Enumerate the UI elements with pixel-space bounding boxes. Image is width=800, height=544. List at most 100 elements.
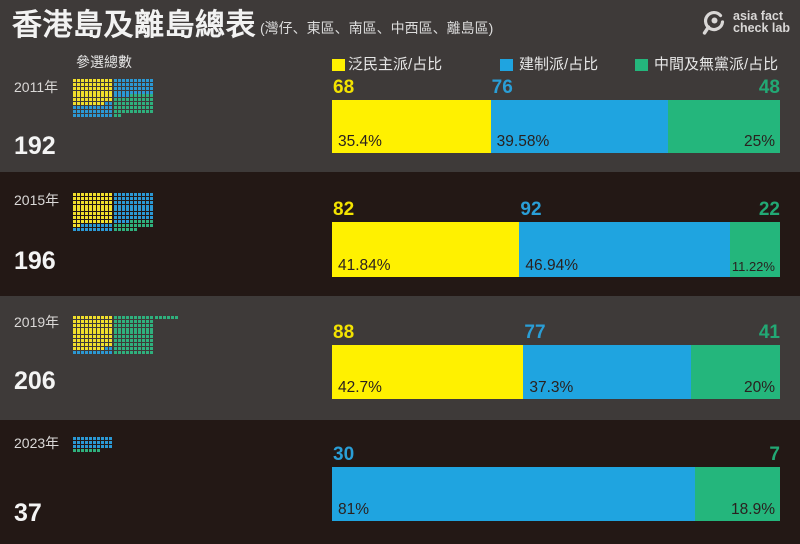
dot-pan (77, 331, 80, 335)
dot-est (77, 444, 80, 448)
bar-segment-pan-democrat: 82 41.84% (332, 200, 520, 277)
dot-est (150, 208, 153, 212)
dot-pan (73, 339, 76, 343)
dot-mid (73, 448, 76, 452)
dot-mid (130, 335, 133, 339)
dot-pan (93, 204, 96, 208)
dot-pan (97, 94, 100, 98)
dot-est (142, 216, 145, 220)
dot-pan (93, 98, 96, 102)
stacked-bar-2019: 88 42.7% 77 37.3% 41 20% (332, 323, 780, 399)
dot-mid (126, 223, 129, 227)
dot-est (89, 223, 92, 227)
dot-mid (126, 227, 129, 231)
dot-pan (89, 346, 92, 350)
dot-mid (150, 98, 153, 102)
dot-mid (114, 223, 117, 227)
dot-pan (105, 200, 108, 204)
dot-est (146, 193, 149, 196)
dot-pan (73, 204, 76, 208)
dot-pan (77, 216, 80, 220)
dot-mid (114, 102, 117, 106)
dot-mid (114, 327, 117, 331)
dot-mid (142, 335, 145, 339)
dot-pan (105, 219, 108, 223)
dot-mid (122, 335, 125, 339)
dot-pan (85, 335, 88, 339)
dot-pan (93, 216, 96, 220)
dot-mid (142, 105, 145, 109)
dot-pan (81, 316, 84, 319)
dot-est (126, 212, 129, 216)
dot-pan (81, 346, 84, 350)
dot-mid (138, 319, 141, 323)
dot-pan (81, 208, 84, 212)
dot-pan (85, 319, 88, 323)
dot-est (126, 219, 129, 223)
dot-mid (146, 316, 149, 319)
dot-est (118, 79, 121, 82)
dot-pan (85, 342, 88, 346)
dot-est (138, 86, 141, 90)
dot-mid (130, 346, 133, 350)
dot-mid (138, 223, 141, 227)
dot-pan (77, 223, 80, 227)
segment-count: 76 (491, 77, 513, 98)
dot-mid (118, 102, 121, 106)
dot-est (118, 200, 121, 204)
dot-pan (109, 196, 112, 200)
dot-est (77, 227, 80, 231)
dot-mid (114, 109, 117, 113)
dot-pan (101, 79, 104, 82)
dot-pan (105, 79, 108, 82)
dot-est (109, 350, 112, 354)
segment-count: 92 (520, 199, 542, 220)
dot-est (101, 227, 104, 231)
dot-pan (97, 327, 100, 331)
dot-mid (138, 219, 141, 223)
dot-pan (105, 319, 108, 323)
dot-est (97, 440, 100, 444)
dot-mid (118, 339, 121, 343)
dot-est (134, 196, 137, 200)
dot-est (101, 444, 104, 448)
dot-est (134, 79, 137, 82)
dot-pan (109, 342, 112, 346)
dot-pan (73, 316, 76, 319)
dot-mid (126, 335, 129, 339)
dot-est (114, 204, 117, 208)
dot-pan (93, 102, 96, 106)
dot-est (93, 223, 96, 227)
dot-est (101, 105, 104, 109)
dot-mid (118, 342, 121, 346)
dot-est (130, 216, 133, 220)
dot-est (109, 102, 112, 106)
dot-pan (85, 216, 88, 220)
dot-mid (126, 327, 129, 331)
dot-pan (93, 331, 96, 335)
dot-mid (163, 316, 166, 319)
dot-pan (89, 327, 92, 331)
dot-pan (89, 208, 92, 212)
row-total-2023: 37 (14, 499, 42, 527)
dot-mid (150, 339, 153, 343)
dot-est (126, 204, 129, 208)
dot-est (126, 216, 129, 220)
dot-mid (171, 316, 174, 319)
dot-est (118, 90, 121, 94)
dot-mid (118, 346, 121, 350)
segment-percent: 20% (743, 378, 775, 396)
dot-mid (146, 342, 149, 346)
segment-percent: 42.7% (338, 378, 382, 396)
dot-est (118, 193, 121, 196)
dot-est (109, 113, 112, 117)
dot-mid (122, 102, 125, 106)
dot-pan (109, 219, 112, 223)
dot-pan (105, 216, 108, 220)
dot-est (105, 346, 108, 350)
dot-est (126, 86, 129, 90)
dot-pan (101, 208, 104, 212)
dot-mid (138, 327, 141, 331)
dot-pan (85, 339, 88, 343)
dot-pan (101, 327, 104, 331)
